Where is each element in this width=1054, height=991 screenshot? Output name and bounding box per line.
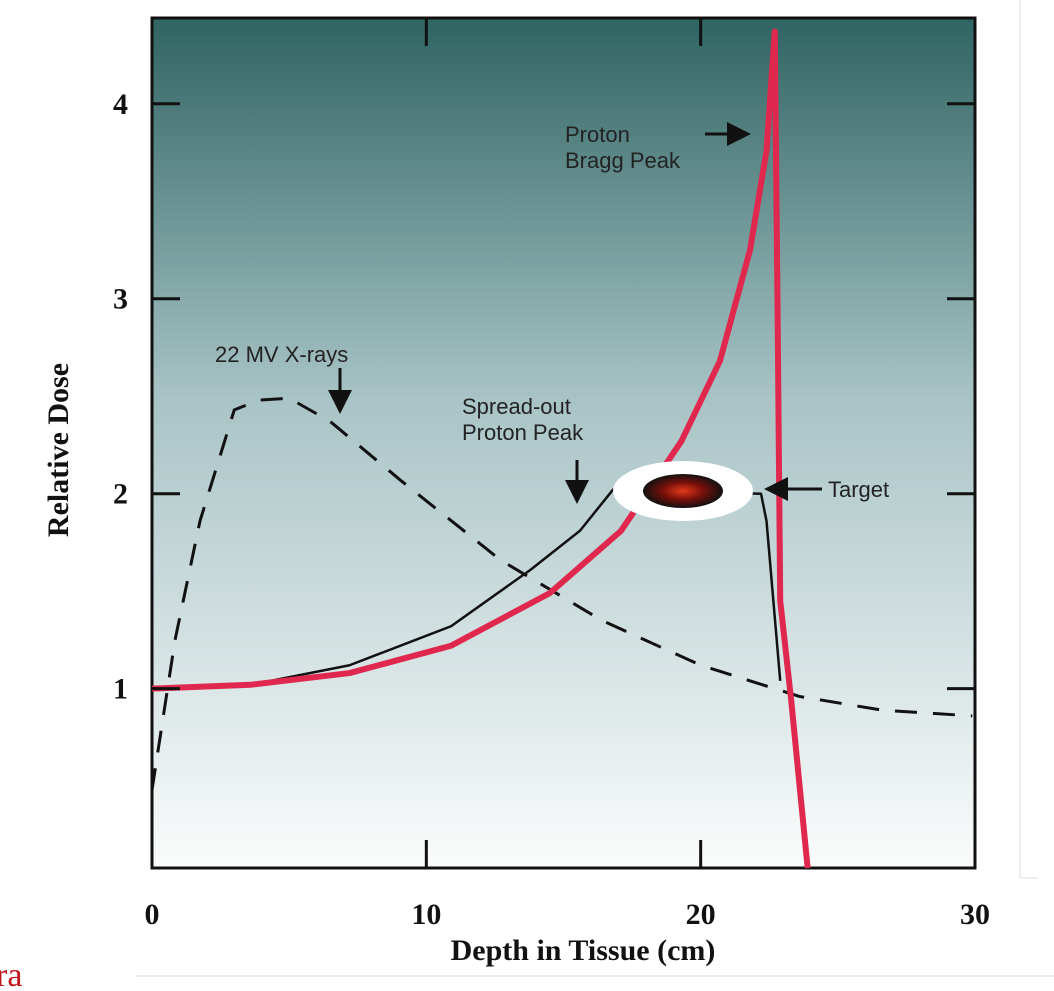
target — [643, 474, 723, 508]
y-tick-label: 4 — [113, 88, 128, 121]
y-tick-label: 1 — [113, 673, 128, 706]
x-axis-label: Depth in Tissue (cm) — [451, 934, 716, 967]
x-tick-label: 20 — [686, 898, 716, 931]
series-line — [151, 488, 782, 690]
page-fragment: ra — [0, 957, 22, 991]
annotation: Spread-out — [462, 394, 571, 419]
plot-area — [150, 16, 977, 870]
annotation: 22 MV X-rays — [215, 342, 348, 367]
annotation: Proton Peak — [462, 420, 584, 445]
annotation: Proton — [565, 122, 630, 147]
series-line — [150, 396, 973, 791]
y-tick-label: 2 — [113, 478, 128, 511]
x-tick-label: 30 — [960, 898, 990, 931]
annotation: Bragg Peak — [565, 148, 681, 173]
y-axis-label: Relative Dose — [42, 363, 75, 537]
x-tick-label: 10 — [411, 898, 441, 931]
y-tick-label: 3 — [113, 283, 128, 316]
annotation: Target — [828, 477, 889, 502]
x-tick-label: 0 — [145, 898, 160, 931]
